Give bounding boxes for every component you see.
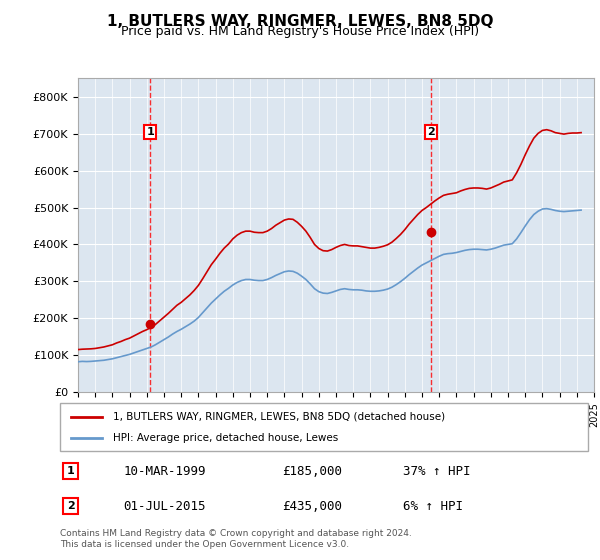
Text: 1: 1 [67, 466, 74, 476]
Text: 1: 1 [146, 127, 154, 137]
FancyBboxPatch shape [60, 403, 588, 451]
Text: HPI: Average price, detached house, Lewes: HPI: Average price, detached house, Lewe… [113, 433, 338, 443]
Text: 1, BUTLERS WAY, RINGMER, LEWES, BN8 5DQ: 1, BUTLERS WAY, RINGMER, LEWES, BN8 5DQ [107, 14, 493, 29]
Text: 37% ↑ HPI: 37% ↑ HPI [403, 465, 471, 478]
Text: 10-MAR-1999: 10-MAR-1999 [124, 465, 206, 478]
Text: 01-JUL-2015: 01-JUL-2015 [124, 500, 206, 512]
Text: Contains HM Land Registry data © Crown copyright and database right 2024.
This d: Contains HM Land Registry data © Crown c… [60, 529, 412, 549]
Text: 1, BUTLERS WAY, RINGMER, LEWES, BN8 5DQ (detached house): 1, BUTLERS WAY, RINGMER, LEWES, BN8 5DQ … [113, 412, 445, 422]
Text: Price paid vs. HM Land Registry's House Price Index (HPI): Price paid vs. HM Land Registry's House … [121, 25, 479, 38]
Text: £185,000: £185,000 [282, 465, 342, 478]
Text: £435,000: £435,000 [282, 500, 342, 512]
Text: 6% ↑ HPI: 6% ↑ HPI [403, 500, 463, 512]
Text: 2: 2 [67, 501, 74, 511]
Text: 2: 2 [427, 127, 434, 137]
